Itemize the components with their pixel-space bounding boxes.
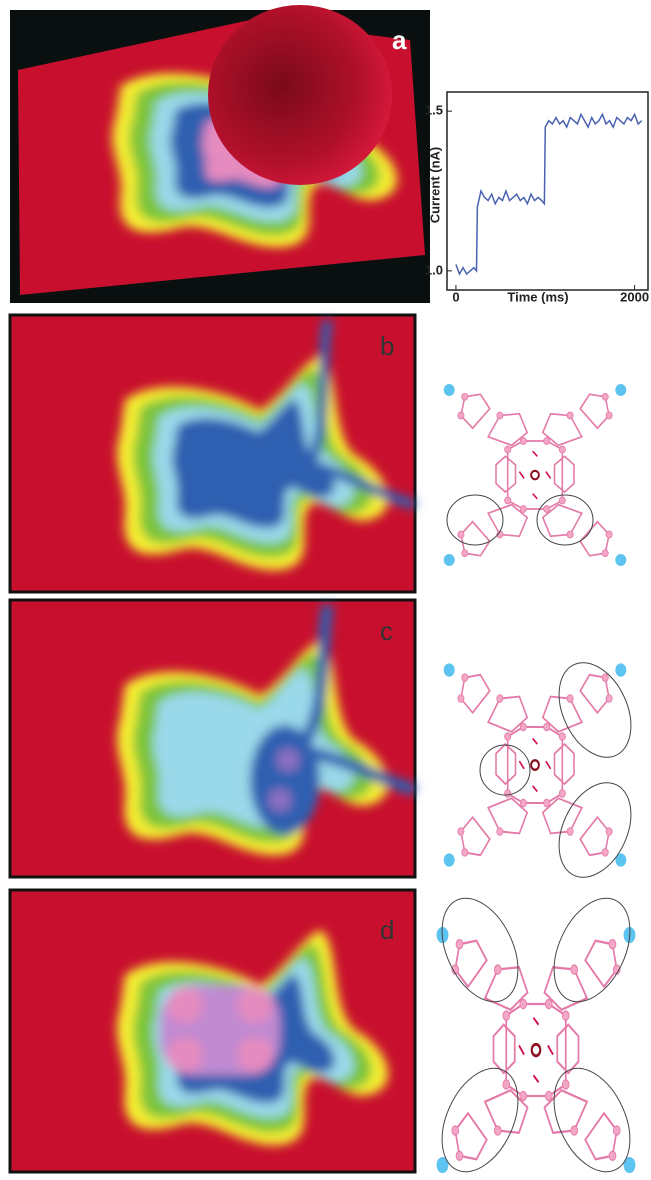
x-axis-label: Time (ms): [507, 289, 568, 304]
current-trace: [456, 114, 642, 274]
x-tick-label: 2000: [620, 289, 649, 304]
panel-d: d: [10, 886, 645, 1180]
y-tick-label: 1.0: [425, 262, 443, 277]
y-axis-label: Current (nA): [427, 147, 442, 224]
panel-b: b: [10, 315, 626, 592]
figure: a b c d Current (nA) Time (ms) 1.0 1.5 0 20…: [0, 0, 651, 1180]
panel-c: c: [10, 600, 645, 889]
panel-label: d: [380, 915, 394, 945]
panel-label: b: [380, 331, 394, 361]
panel-label: c: [380, 616, 393, 646]
current-chart: Current (nA) Time (ms) 1.0 1.5 0 2000: [425, 92, 649, 304]
y-tick-label: 1.5: [425, 103, 443, 118]
panel-label: a: [392, 25, 407, 55]
x-tick-label: 0: [452, 289, 459, 304]
panel-a: a: [10, 5, 430, 303]
